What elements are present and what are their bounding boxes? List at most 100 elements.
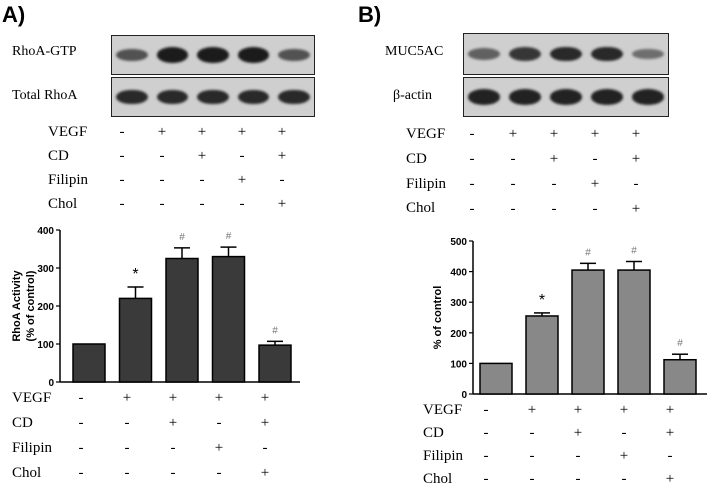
y-tick-label: 300 [450,298,467,309]
panel-label: B) [358,2,382,27]
bar [211,255,246,383]
condition-sign: + [665,471,675,487]
condition-sign: - [159,172,165,188]
condition-sign: - [119,124,125,140]
bar [72,343,106,383]
condition-sign: - [124,440,130,456]
condition-label-cd: CD [48,148,69,164]
condition-sign: - [78,440,84,456]
significance-marker: # [226,231,232,242]
condition-sign: - [469,151,475,167]
condition-sign: + [260,415,270,431]
condition-sign: + [573,402,583,418]
condition-sign: + [197,148,207,164]
condition-sign: + [665,425,675,441]
condition-sign: - [483,471,489,487]
condition-sign: - [621,425,627,441]
y-tick-label: 500 [450,237,467,248]
condition-sign: - [216,465,222,481]
y-tick-label: 300 [37,264,54,275]
blot-label-beta-actin: β-actin [393,88,432,103]
condition-label-cd: CD [406,151,427,167]
blot-band [116,48,148,62]
condition-sign: - [262,440,268,456]
blot-band [156,89,189,105]
blot-band [509,89,542,105]
condition-label-vegf: VEGF [406,126,446,142]
condition-sign: + [631,151,641,167]
condition-sign: - [239,148,245,164]
blot-band [156,47,189,63]
blot-band [237,89,270,105]
bar [617,269,651,395]
condition-sign: + [277,196,287,212]
y-tick-label: 0 [48,378,54,389]
condition-sign: + [237,172,247,188]
blot-band [468,48,501,60]
y-axis-label-line2: (% of control) [25,270,37,341]
condition-sign: - [469,126,475,142]
condition-sign: + [590,176,600,192]
condition-sign: - [469,176,475,192]
y-tick-label: 100 [450,359,467,370]
condition-sign: + [631,126,641,142]
condition-sign: + [260,390,270,406]
condition-label-vegf: VEGF [48,124,88,140]
condition-sign: - [170,465,176,481]
condition-sign: - [239,196,245,212]
blot-band [468,89,501,105]
condition-sign: + [619,402,629,418]
condition-sign: - [510,201,516,217]
condition-sign: - [529,448,535,464]
condition-sign: + [214,390,224,406]
condition-label-chol-below: Chol [12,465,42,481]
condition-sign: - [621,471,627,487]
significance-marker: # [631,246,637,257]
condition-sign: - [124,415,130,431]
condition-sign: + [508,126,518,142]
condition-sign: - [483,402,489,418]
blot-label-rhoa-gtp: RhoA-GTP [12,44,77,59]
blot-band [631,89,664,105]
condition-label-filipin-below: Filipin [12,440,53,456]
blot-band [509,47,542,61]
condition-sign: - [216,415,222,431]
condition-sign: - [483,425,489,441]
bar [525,315,559,395]
y-axis-label: RhoA Activity [11,269,23,341]
condition-sign: - [170,440,176,456]
condition-sign: - [551,201,557,217]
bar [571,269,605,395]
condition-sign: + [590,126,600,142]
significance-marker: # [585,247,591,258]
condition-sign: - [592,151,598,167]
condition-sign: + [573,425,583,441]
condition-sign: - [159,196,165,212]
condition-sign: + [549,151,559,167]
condition-sign: - [592,201,598,217]
condition-sign: + [122,390,132,406]
condition-sign: - [529,425,535,441]
significance-marker: # [179,232,185,243]
condition-sign: + [260,465,270,481]
blot-rhoa-gtp [111,35,315,75]
condition-sign: - [199,172,205,188]
condition-sign: + [631,201,641,217]
blot-band [237,47,270,63]
blot-band [197,47,229,63]
condition-sign: + [214,440,224,456]
condition-sign: - [551,176,557,192]
condition-sign: - [510,176,516,192]
blot-band [197,89,229,105]
blot-label-muc5ac: MUC5AC [385,44,444,59]
panel-a: A) RhoA-GTP Total RhoA VEGF CD Filipin C… [2,2,315,481]
condition-sign: + [197,124,207,140]
condition-sign: - [78,415,84,431]
blot-band [631,48,664,60]
condition-sign: - [529,471,535,487]
blot-label-total-rhoa: Total RhoA [12,88,78,103]
condition-label-cd-below: CD [423,425,444,441]
condition-sign: - [119,148,125,164]
condition-sign: + [277,124,287,140]
y-tick-label: 100 [37,340,54,351]
